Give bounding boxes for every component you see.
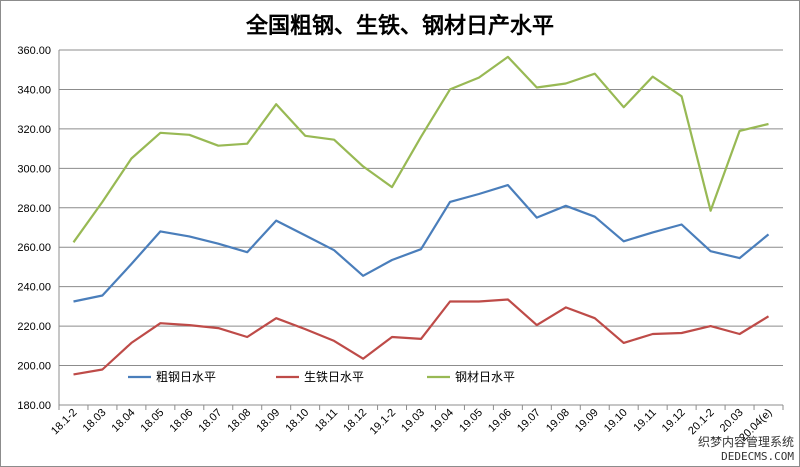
y-tick-label: 300.00 bbox=[17, 163, 51, 175]
x-tick-label: 19.09 bbox=[573, 407, 601, 435]
series-lines bbox=[72, 55, 770, 376]
x-tick-label: 18.07 bbox=[196, 407, 224, 435]
series-line-3 bbox=[72, 55, 769, 243]
x-tick-label: 19.08 bbox=[544, 407, 572, 435]
x-tick-label: 18.1-2 bbox=[49, 407, 80, 438]
watermark: 织梦内容管理系统 DEDECMS.COM bbox=[682, 433, 794, 463]
gridlines bbox=[59, 49, 783, 406]
x-tick-label: 19.10 bbox=[602, 407, 630, 435]
y-tick-label: 220.00 bbox=[17, 321, 51, 333]
x-tick-label: 19.07 bbox=[515, 407, 543, 435]
legend-label-3: 钢材日水平 bbox=[455, 370, 515, 384]
y-tick-label: 180.00 bbox=[17, 400, 51, 412]
x-tick-label: 18.06 bbox=[167, 407, 195, 435]
x-tick-label: 18.11 bbox=[313, 407, 340, 434]
legend: 粗钢日水平 生铁日水平 钢材日水平 bbox=[128, 370, 515, 384]
x-tick-label: 19.12 bbox=[660, 407, 688, 435]
x-tick-label: 19.03 bbox=[399, 407, 427, 435]
x-tick-label: 19.04 bbox=[428, 407, 456, 435]
legend-label-2: 生铁日水平 bbox=[304, 370, 364, 384]
x-tick-label: 18.05 bbox=[139, 407, 167, 435]
x-axis-tick-labels: 18.1-2 18.03 18.04 18.05 18.06 18.07 18.08 18.0… bbox=[49, 407, 775, 444]
y-tick-label: 360.00 bbox=[17, 45, 51, 57]
y-tick-label: 200.00 bbox=[17, 361, 51, 373]
x-tick-label: 19.06 bbox=[486, 407, 514, 435]
y-tick-label: 320.00 bbox=[17, 124, 51, 136]
x-tick-label: 18.04 bbox=[110, 407, 138, 435]
legend-label-1: 粗钢日水平 bbox=[156, 370, 216, 384]
x-tick-label: 19.11 bbox=[631, 407, 658, 434]
x-tick-label: 18.10 bbox=[283, 407, 311, 435]
watermark-line-1: 织梦内容管理系统 bbox=[697, 435, 794, 449]
y-tick-label: 340.00 bbox=[17, 84, 51, 96]
y-tick-label: 260.00 bbox=[17, 242, 51, 254]
x-tick-label: 18.09 bbox=[254, 407, 282, 435]
y-tick-label: 240.00 bbox=[17, 282, 51, 294]
series-line-1 bbox=[73, 184, 770, 303]
watermark-line-2: DEDECMS.COM bbox=[721, 450, 794, 463]
y-tick-label: 280.00 bbox=[17, 203, 51, 215]
axes bbox=[58, 50, 784, 410]
x-tick-label: 19.1-2 bbox=[368, 407, 399, 438]
chart-title: 全国粗钢、生铁、钢材日产水平 bbox=[245, 14, 554, 39]
x-tick-label: 18.08 bbox=[225, 407, 253, 435]
x-tick-label: 18.12 bbox=[341, 407, 369, 435]
x-tick-label: 18.03 bbox=[81, 407, 109, 435]
y-axis-tick-labels: 180.00 200.00 220.00 240.00 260.00 280.00 300.… bbox=[17, 45, 51, 412]
series-line-2 bbox=[73, 298, 770, 376]
x-tick-label: 19.05 bbox=[457, 407, 485, 435]
